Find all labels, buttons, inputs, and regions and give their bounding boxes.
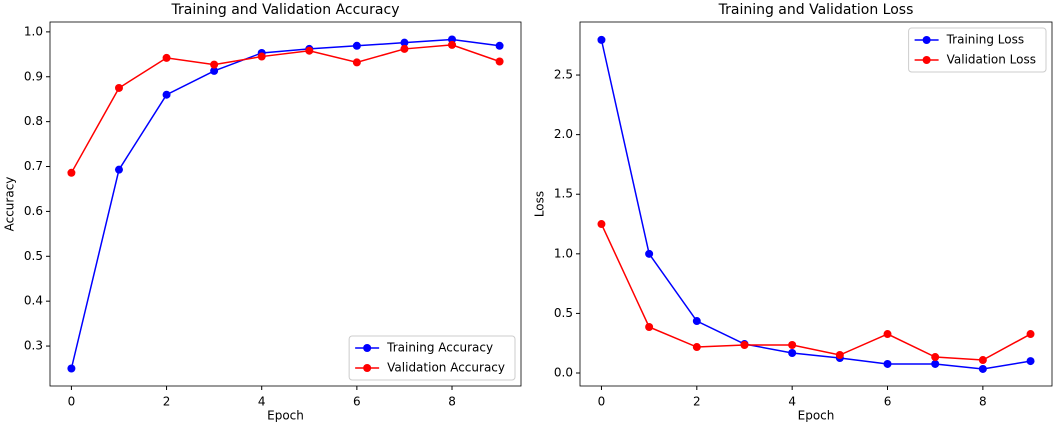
legend-label: Validation Loss: [947, 53, 1036, 67]
y-axis-label: Accuracy: [3, 177, 17, 232]
data-point: [114, 83, 123, 92]
x-tick-label: 0: [598, 395, 606, 409]
data-point: [400, 38, 409, 47]
series-line: [70, 44, 500, 174]
data-point: [692, 317, 701, 326]
series-line: [600, 39, 1031, 370]
legend-label: Validation Accuracy: [387, 361, 505, 375]
y-tick-label: 0.3: [24, 339, 43, 353]
data-point: [645, 323, 654, 332]
x-axis-label: Epoch: [798, 409, 835, 423]
y-tick-label: 0.5: [24, 249, 43, 263]
data-point: [162, 90, 171, 99]
x-tick-label: 4: [258, 395, 266, 409]
y-tick-label: 2.5: [554, 68, 573, 82]
data-point: [978, 364, 987, 373]
data-point: [352, 41, 361, 50]
data-point: [597, 220, 606, 229]
y-axis-label: Loss: [533, 191, 547, 217]
data-point: [67, 364, 76, 373]
data-point: [1026, 330, 1035, 339]
series-line: [600, 223, 1031, 361]
data-point: [883, 330, 892, 339]
legend-swatch-marker: [363, 344, 372, 352]
y-tick-label: 0.7: [24, 159, 43, 173]
data-point: [495, 41, 504, 50]
data-point: [495, 57, 504, 66]
x-tick-label: 2: [163, 395, 171, 409]
legend: Training Accuracy Validation Accuracy: [348, 335, 516, 381]
data-point: [883, 359, 892, 368]
x-tick-label: 8: [979, 395, 987, 409]
y-tick-label: 0.9: [24, 69, 43, 83]
x-tick-label: 8: [448, 395, 456, 409]
axes-frame: [579, 21, 1053, 387]
data-point: [788, 348, 797, 357]
x-tick-label: 2: [693, 395, 701, 409]
data-point: [210, 60, 219, 69]
data-point: [645, 249, 654, 258]
y-tick-label: 0.8: [24, 114, 43, 128]
y-tick-label: 0.0: [554, 366, 573, 380]
axes-frame: [49, 21, 522, 387]
subplot-title: Training and Validation Accuracy: [171, 2, 400, 18]
series-line: [70, 38, 500, 369]
data-point: [305, 46, 314, 55]
data-point: [835, 351, 844, 360]
y-tick-label: 0.4: [24, 294, 43, 308]
data-point: [67, 168, 76, 177]
legend-label: Training Loss: [946, 33, 1024, 47]
y-tick-label: 1.5: [554, 187, 573, 201]
data-point: [210, 66, 219, 75]
data-point: [352, 58, 361, 67]
data-point: [162, 53, 171, 62]
data-point: [400, 44, 409, 53]
legend: Training Loss Validation Loss: [908, 27, 1047, 73]
legend-swatch-marker: [363, 364, 372, 372]
data-point: [114, 165, 123, 174]
data-point: [740, 340, 749, 349]
legend-swatch-marker: [922, 36, 931, 44]
x-tick-label: 4: [788, 395, 796, 409]
x-axis-label: Epoch: [267, 409, 304, 423]
y-tick-label: 1.0: [24, 24, 43, 38]
legend-frame: [908, 27, 1047, 73]
y-tick-label: 1.0: [554, 246, 573, 260]
legend-frame: [348, 335, 516, 381]
subplot: Training and Validation Loss Epoch Loss 0 2 4…: [533, 2, 1053, 423]
legend-label: Training Accuracy: [386, 341, 493, 355]
data-point: [788, 340, 797, 349]
subplot: Training and Validation Accuracy Epoch Acc…: [3, 2, 522, 423]
data-point: [978, 356, 987, 365]
subplot-title: Training and Validation Loss: [718, 2, 914, 18]
y-tick-label: 2.0: [554, 127, 573, 141]
x-tick-label: 6: [884, 395, 892, 409]
data-point: [448, 40, 457, 49]
y-tick-label: 0.5: [554, 306, 573, 320]
x-tick-label: 6: [353, 395, 361, 409]
legend-swatch-marker: [922, 56, 931, 64]
y-tick-label: 0.6: [24, 204, 43, 218]
data-point: [257, 52, 266, 61]
data-point: [931, 353, 940, 362]
data-point: [597, 35, 606, 44]
x-tick-label: 0: [68, 395, 76, 409]
data-point: [692, 343, 701, 352]
data-point: [931, 359, 940, 368]
data-point: [1026, 357, 1035, 366]
